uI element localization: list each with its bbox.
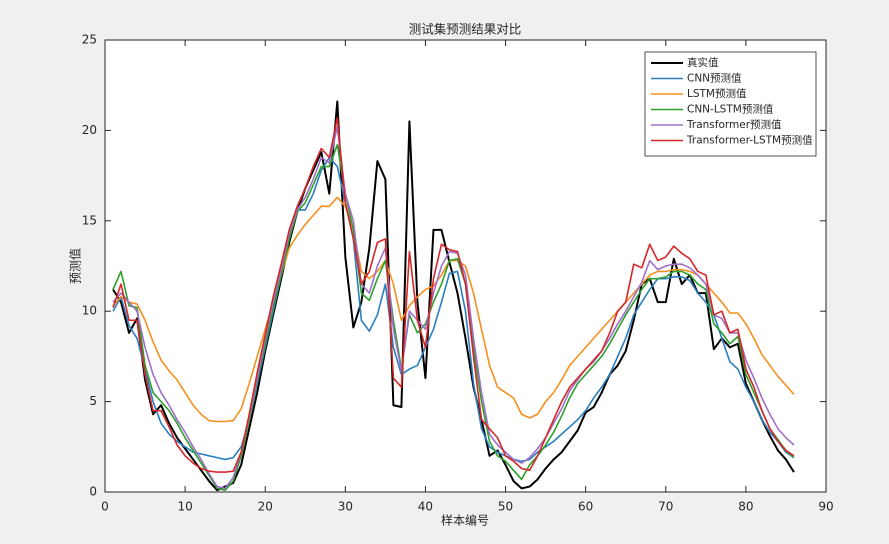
y-tick-label: 20 xyxy=(82,123,97,137)
x-axis-label: 样本编号 xyxy=(441,513,489,528)
x-tick-label: 20 xyxy=(258,500,273,514)
legend-label: 真实值 xyxy=(687,56,719,69)
x-tick-label: 70 xyxy=(658,500,673,514)
legend-label: Transformer预测值 xyxy=(686,118,782,131)
legend-label: LSTM预测值 xyxy=(687,87,747,100)
y-tick-label: 5 xyxy=(89,394,97,408)
series-line xyxy=(112,116,795,473)
y-tick-label: 0 xyxy=(89,485,97,499)
chart-title: 测试集预测结果对比 xyxy=(409,22,522,37)
y-tick-label: 10 xyxy=(82,304,97,318)
legend-box xyxy=(644,51,817,157)
x-tick-label: 30 xyxy=(338,500,353,514)
legend: 真实值 CNN预测值 LSTM预测值 CNN-LSTM预测值 Transformer预测… xyxy=(644,51,817,157)
series-line xyxy=(112,196,795,423)
x-tick-label: 60 xyxy=(578,500,593,514)
y-axis-label: 预测值 xyxy=(68,248,83,284)
series-line xyxy=(112,125,795,490)
series-line xyxy=(112,144,795,491)
x-tick-label: 80 xyxy=(738,500,753,514)
legend-label: CNN-LSTM预测值 xyxy=(687,103,774,116)
x-tick-label: 90 xyxy=(818,500,833,514)
x-tick-label: 0 xyxy=(101,500,109,514)
legend-label: Transformer-LSTM预测值 xyxy=(686,134,813,147)
axes-box xyxy=(104,39,827,493)
x-tick-label: 40 xyxy=(418,500,433,514)
series-line xyxy=(112,156,795,463)
legend-label: CNN预测值 xyxy=(687,72,742,85)
y-tick-label: 15 xyxy=(82,213,97,227)
x-tick-label: 10 xyxy=(177,500,192,514)
y-tick-label: 25 xyxy=(82,33,97,47)
x-tick-label: 50 xyxy=(498,500,513,514)
